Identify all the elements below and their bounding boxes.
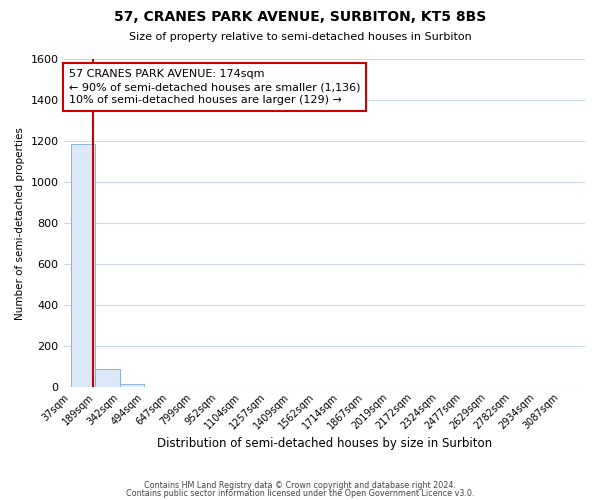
- Text: Size of property relative to semi-detached houses in Surbiton: Size of property relative to semi-detach…: [128, 32, 472, 42]
- Text: Contains public sector information licensed under the Open Government Licence v3: Contains public sector information licen…: [126, 488, 474, 498]
- Y-axis label: Number of semi-detached properties: Number of semi-detached properties: [15, 126, 25, 320]
- Text: 57 CRANES PARK AVENUE: 174sqm
← 90% of semi-detached houses are smaller (1,136)
: 57 CRANES PARK AVENUE: 174sqm ← 90% of s…: [69, 69, 360, 105]
- X-axis label: Distribution of semi-detached houses by size in Surbiton: Distribution of semi-detached houses by …: [157, 437, 492, 450]
- Bar: [120, 384, 145, 388]
- Bar: [145, 386, 169, 388]
- Bar: [71, 144, 95, 388]
- Bar: [95, 369, 120, 388]
- Text: 57, CRANES PARK AVENUE, SURBITON, KT5 8BS: 57, CRANES PARK AVENUE, SURBITON, KT5 8B…: [114, 10, 486, 24]
- Text: Contains HM Land Registry data © Crown copyright and database right 2024.: Contains HM Land Registry data © Crown c…: [144, 481, 456, 490]
